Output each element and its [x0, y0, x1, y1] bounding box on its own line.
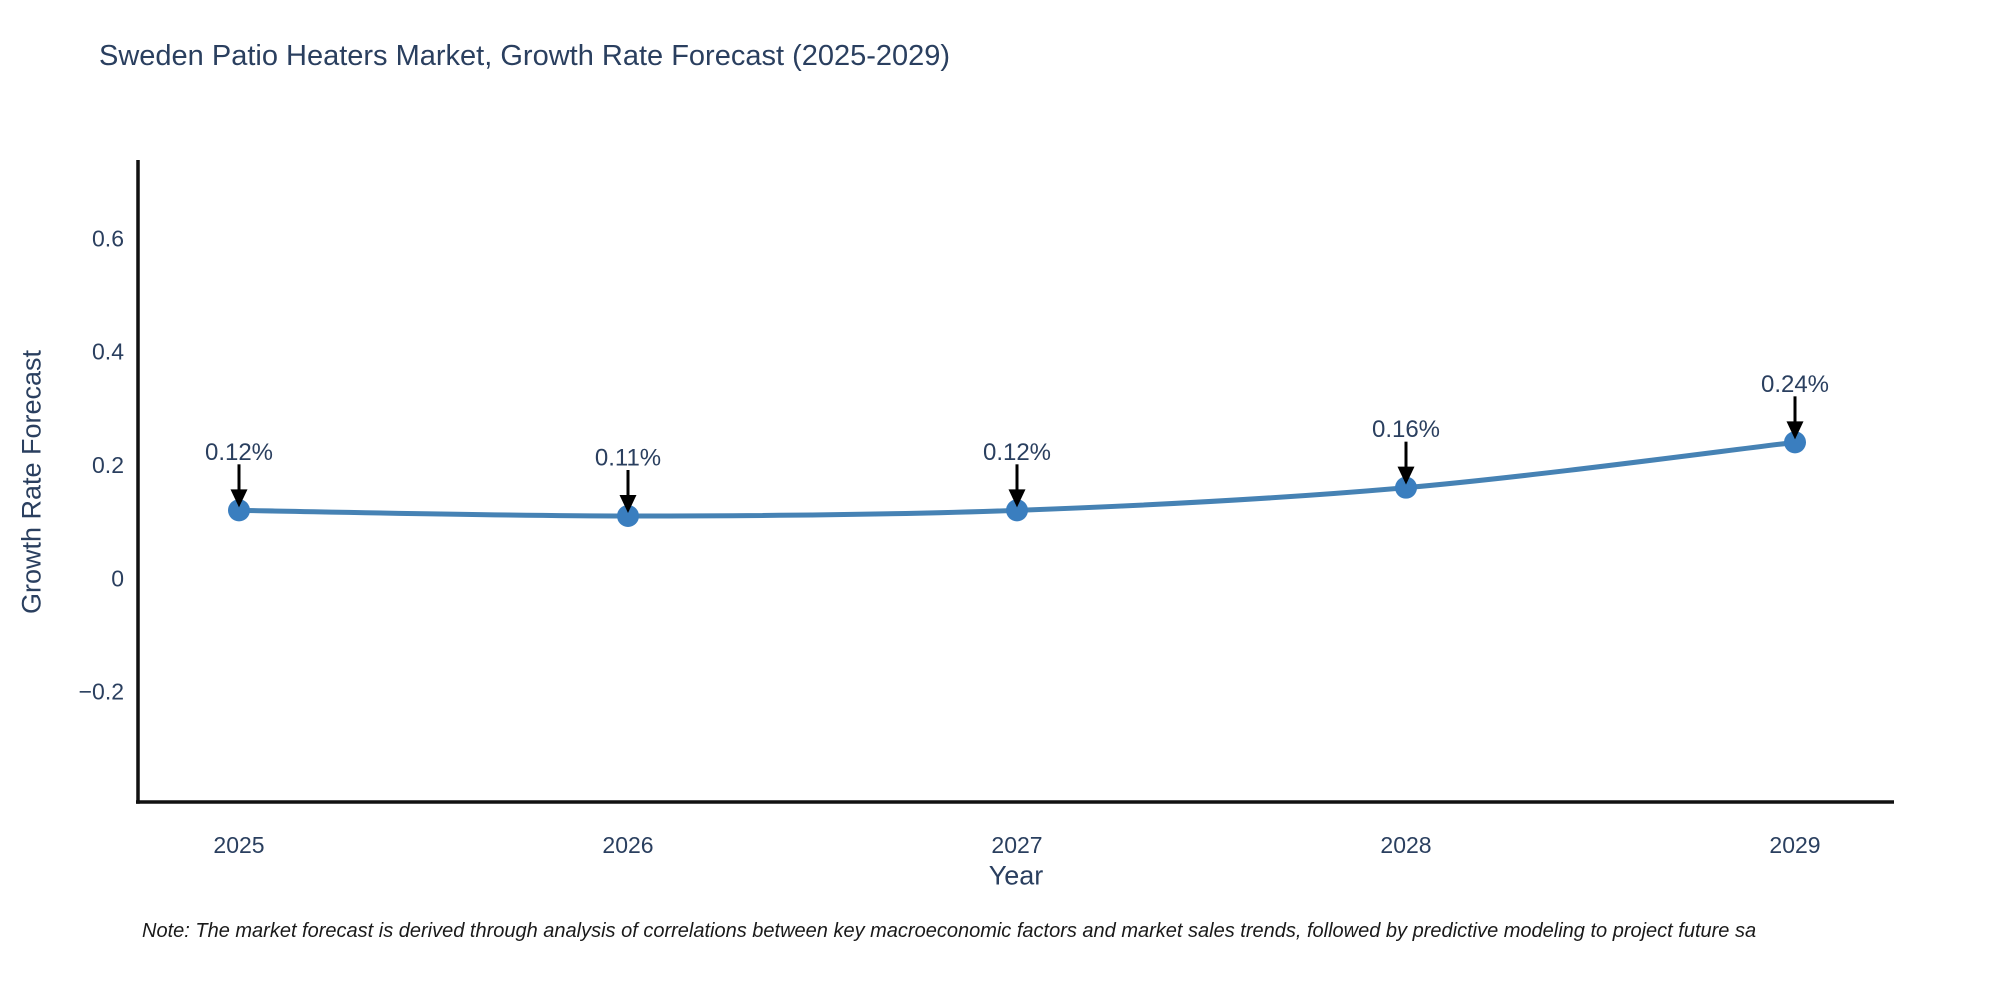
data-point-label: 0.24% — [1761, 371, 1829, 398]
data-point-marker — [617, 504, 639, 527]
x-tick-label: 2025 — [213, 832, 264, 858]
y-tick-label: 0.4 — [92, 339, 124, 365]
y-tick-label: 0.6 — [92, 225, 124, 251]
annotation-arrowhead-icon — [619, 494, 637, 513]
y-tick-label: 0.2 — [92, 452, 124, 478]
y-tick-label: 0 — [111, 565, 124, 591]
x-tick-label: 2028 — [1380, 832, 1431, 858]
data-point-label: 0.12% — [205, 439, 273, 466]
annotation-arrowhead-icon — [230, 489, 248, 508]
x-tick-label: 2027 — [991, 832, 1042, 858]
data-point-marker — [228, 499, 250, 522]
x-tick-label: 2029 — [1769, 832, 1820, 858]
data-point-marker — [1784, 431, 1806, 454]
data-point-label: 0.16% — [1372, 416, 1440, 443]
data-point-marker — [1395, 476, 1417, 499]
annotation-arrowhead-icon — [1008, 489, 1026, 508]
annotation-arrowhead-icon — [1397, 466, 1415, 485]
data-point-label: 0.12% — [983, 439, 1051, 466]
footnote: Note: The market forecast is derived thr… — [142, 920, 1757, 942]
annotation-arrowhead-icon — [1786, 421, 1804, 440]
chart-title: Sweden Patio Heaters Market, Growth Rate… — [99, 40, 951, 72]
y-tick-label: −0.2 — [79, 679, 124, 705]
x-tick-label: 2026 — [602, 832, 653, 858]
data-point-label: 0.11% — [595, 444, 661, 471]
y-axis-title: Growth Rate Forecast — [16, 349, 47, 615]
x-axis-title: Year — [988, 860, 1044, 891]
data-point-marker — [1006, 499, 1028, 522]
